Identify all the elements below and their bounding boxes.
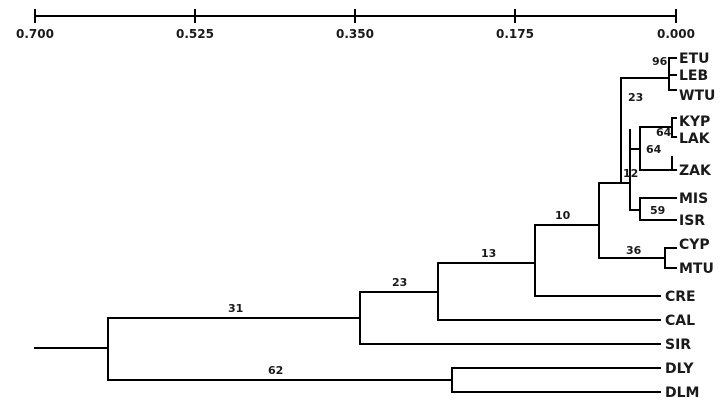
bootstrap-value: 13 xyxy=(481,247,496,260)
bootstrap-value: 62 xyxy=(268,364,283,377)
bootstrap-value: 96 xyxy=(652,55,668,68)
scale-tick-label: 0.350 xyxy=(336,27,374,41)
distance-scale: 0.700 0.525 0.350 0.175 0.000 xyxy=(16,9,695,41)
bootstrap-value: 12 xyxy=(623,167,638,180)
bootstrap-value: 59 xyxy=(650,204,665,217)
taxon-label: MTU xyxy=(679,261,714,277)
taxon-label: WTU xyxy=(679,88,715,104)
branch xyxy=(107,317,661,393)
branch xyxy=(598,182,677,269)
branch xyxy=(668,57,677,91)
scale-tick-label: 0.525 xyxy=(176,27,214,41)
taxon-label: DLM xyxy=(665,385,699,401)
bootstrap-value: 23 xyxy=(392,276,407,289)
taxon-label: SIR xyxy=(665,337,691,353)
taxon-label: DLY xyxy=(665,361,694,377)
scale-tick-label: 0.175 xyxy=(496,27,534,41)
scale-tick-label: 0.000 xyxy=(657,27,695,41)
taxon-label: CYP xyxy=(679,237,710,253)
bootstrap-value: 64 xyxy=(656,126,672,139)
taxon-label: ZAK xyxy=(679,163,712,179)
bootstrap-value: 64 xyxy=(646,143,662,156)
taxon-label: LEB xyxy=(679,68,708,84)
tree-branches xyxy=(34,57,677,393)
taxon-label: MIS xyxy=(679,191,708,207)
branch xyxy=(534,224,661,297)
taxon-label: CRE xyxy=(665,289,696,305)
bootstrap-value: 36 xyxy=(626,244,642,257)
taxon-label: ETU xyxy=(679,51,709,67)
taxon-labels: ETU LEB WTU KYP LAK ZAK MIS ISR CYP MTU … xyxy=(665,51,715,401)
taxon-label: KYP xyxy=(679,114,710,130)
taxon-label: CAL xyxy=(665,313,695,329)
bootstrap-value: 31 xyxy=(228,302,243,315)
branch xyxy=(359,291,661,345)
taxon-label: ISR xyxy=(679,213,705,229)
scale-tick-label: 0.700 xyxy=(16,27,54,41)
bootstrap-values: 96 23 64 64 12 59 36 10 13 23 31 62 xyxy=(228,55,672,377)
bootstrap-value: 23 xyxy=(628,91,643,104)
bootstrap-value: 10 xyxy=(555,209,571,222)
branch xyxy=(437,262,661,321)
taxon-label: LAK xyxy=(679,131,711,147)
branch xyxy=(629,129,677,221)
branch xyxy=(639,117,677,171)
